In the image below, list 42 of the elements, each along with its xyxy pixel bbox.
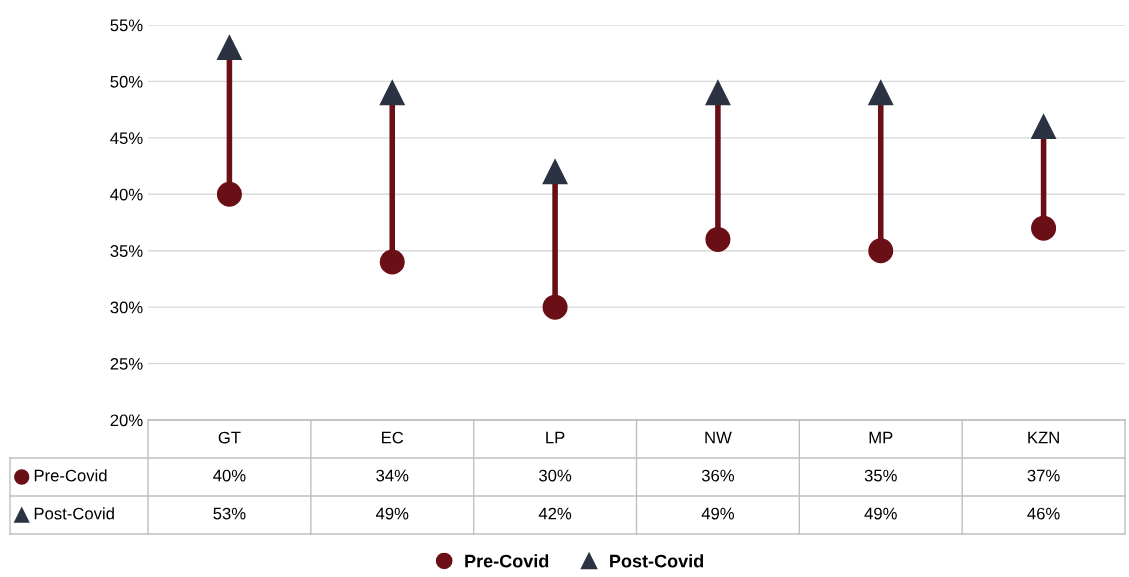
- x-tick-label: MP: [869, 431, 893, 444]
- y-tick-label: 55%: [110, 19, 143, 32]
- x-tick-label: GT: [218, 431, 241, 444]
- x-tick-label: KZN: [1028, 431, 1059, 444]
- data-label: 53%: [213, 507, 246, 520]
- point: [379, 249, 405, 275]
- y-tick-label: 45%: [110, 132, 143, 145]
- point: [868, 80, 894, 106]
- point: [868, 238, 894, 264]
- point: [542, 294, 568, 320]
- data-label: 30%: [539, 469, 572, 482]
- legend-label: Pre-Covid: [34, 469, 107, 482]
- x-tick-label: LP: [546, 431, 565, 444]
- y-tick-label: 30%: [110, 301, 143, 314]
- point: [705, 80, 731, 106]
- point: [216, 35, 242, 61]
- y-tick-label: 35%: [110, 245, 143, 257]
- data-label: 49%: [864, 507, 897, 520]
- data-label: 34%: [376, 469, 409, 482]
- x-tick-label: NW: [705, 431, 732, 444]
- data-label: 36%: [701, 469, 734, 482]
- y-tick-label: 25%: [110, 357, 143, 370]
- x-tick-label: EC: [382, 431, 404, 444]
- data-label: 40%: [213, 469, 246, 482]
- point: [216, 181, 242, 207]
- text: Post-Covid: [610, 554, 704, 568]
- text: Pre-Covid: [465, 554, 549, 568]
- y-tick-label: 40%: [110, 188, 143, 201]
- data-label: 49%: [701, 507, 734, 520]
- data-label: 42%: [538, 507, 572, 520]
- point: [1031, 114, 1057, 140]
- point: [542, 159, 568, 185]
- legend-label: Post-Covid: [34, 507, 114, 520]
- y-tick-label: 20%: [110, 414, 143, 427]
- data-label: 37%: [1027, 469, 1060, 482]
- point: [705, 226, 731, 252]
- y-tick-label: 50%: [110, 75, 143, 88]
- point: [379, 80, 405, 106]
- point: [1031, 215, 1057, 241]
- data-label: 35%: [864, 469, 897, 482]
- data-label: 46%: [1027, 507, 1060, 520]
- data-label: 49%: [375, 507, 409, 520]
